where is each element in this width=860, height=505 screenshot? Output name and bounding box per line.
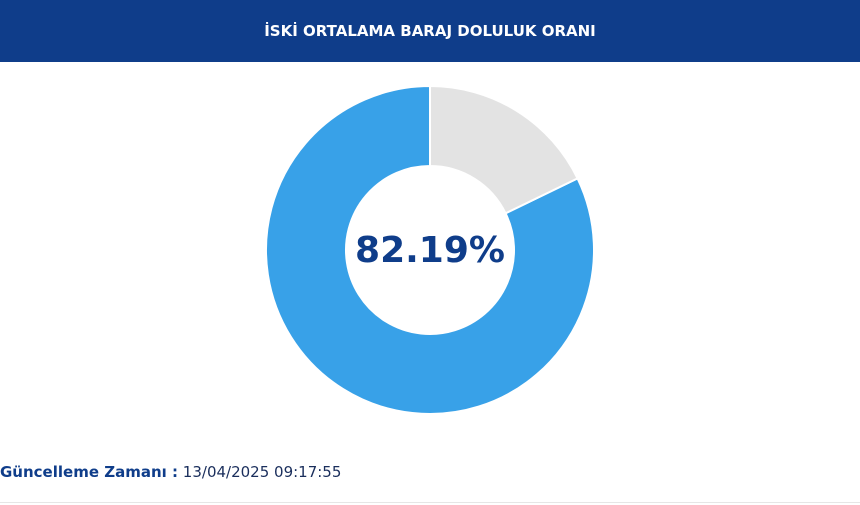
- center-label: 82.19%: [355, 230, 505, 271]
- header: İSKİ ORTALAMA BARAJ DOLULUK ORANI: [0, 0, 860, 62]
- footer-label: Güncelleme Zamanı :: [0, 463, 179, 481]
- footer-value: 13/04/2025 09:17:55: [182, 463, 342, 481]
- chart: 82.19%: [265, 84, 595, 415]
- header-title: İSKİ ORTALAMA BARAJ DOLULUK ORANI: [264, 22, 596, 40]
- donut-segment: [429, 84, 579, 215]
- divider: [0, 502, 860, 503]
- footer: Güncelleme Zamanı : 13/04/2025 09:17:55: [0, 463, 341, 481]
- donut-segment: [265, 84, 595, 415]
